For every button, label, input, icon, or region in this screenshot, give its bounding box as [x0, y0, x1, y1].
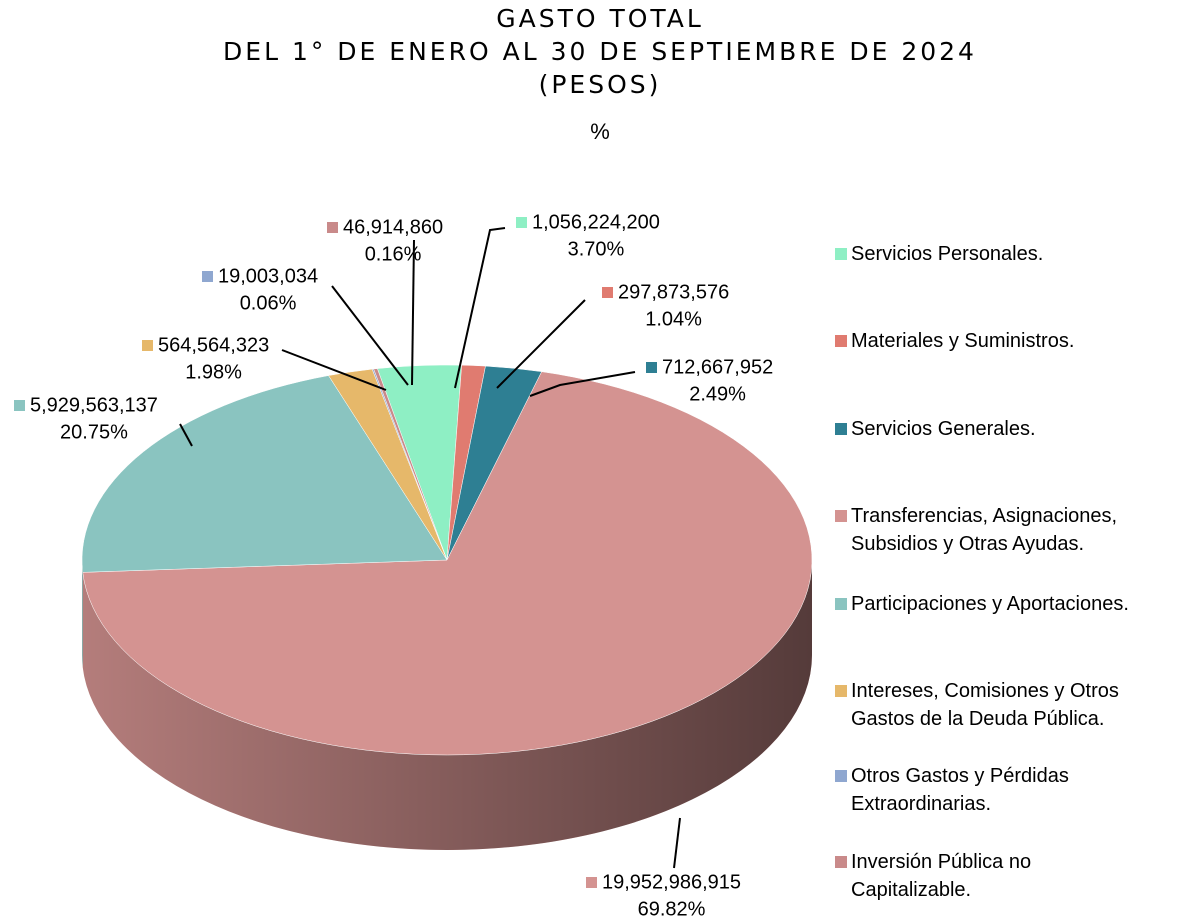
label-swatch — [327, 222, 338, 233]
pie-slice — [81, 375, 448, 573]
percent-label: 1.98% — [185, 361, 242, 383]
legend-swatch — [835, 685, 847, 697]
percent-label: 3.70% — [568, 238, 625, 260]
leader-line — [673, 817, 681, 869]
chart-subtitle: (PESOS) — [539, 70, 662, 99]
label-swatch — [602, 287, 613, 298]
data-label: 712,667,952 — [662, 356, 773, 378]
legend-item: Materiales y Suministros. — [835, 327, 1074, 355]
legend-swatch — [835, 856, 847, 868]
legend-swatch — [835, 335, 847, 347]
legend-swatch — [835, 598, 847, 610]
percent-label: 2.49% — [689, 383, 746, 405]
pie-slice — [82, 371, 813, 756]
label-swatch — [202, 271, 213, 282]
leader-line — [281, 349, 387, 391]
leader-line — [411, 239, 415, 386]
data-label: 19,003,034 — [218, 265, 318, 287]
label-swatch — [516, 217, 527, 228]
legend-label: Participaciones y Aportaciones. — [851, 593, 1129, 615]
data-label: 5,929,563,137 — [30, 394, 158, 416]
legend-swatch — [835, 248, 847, 260]
legend-item: Servicios Personales. — [835, 240, 1043, 268]
data-label: 297,873,576 — [618, 281, 729, 303]
legend-label: Materiales y Suministros. — [851, 330, 1075, 352]
legend-swatch — [835, 510, 847, 522]
label-swatch — [142, 340, 153, 351]
data-label: 19,952,986,915 — [602, 871, 741, 893]
label-swatch — [646, 362, 657, 373]
leader-line — [496, 299, 586, 389]
leader-line — [331, 285, 409, 386]
legend-label: Inversión Pública no Capitalizable. — [851, 851, 1032, 901]
percent-label: 69.82% — [638, 898, 706, 920]
legend-item: Participaciones y Aportaciones. — [835, 590, 1129, 618]
label-swatch — [14, 400, 25, 411]
chart-subtitle: % — [590, 119, 610, 144]
leader-line — [529, 371, 636, 397]
legend-swatch — [835, 423, 847, 435]
legend-label: Servicios Generales. — [851, 418, 1036, 440]
data-label: 564,564,323 — [158, 334, 269, 356]
legend-item: Servicios Generales. — [835, 415, 1036, 443]
percent-label: 0.06% — [240, 292, 297, 314]
legend-item: Transferencias, Asignaciones, Subsidios … — [835, 502, 1117, 558]
data-label: 1,056,224,200 — [532, 211, 660, 233]
percent-label: 0.16% — [365, 243, 422, 265]
legend-label: Transferencias, Asignaciones, Subsidios … — [851, 505, 1118, 555]
legend-swatch — [835, 770, 847, 782]
percent-label: 1.04% — [645, 308, 702, 330]
leader-line — [454, 227, 506, 389]
pie-slice — [373, 368, 448, 561]
legend-label: Servicios Personales. — [851, 243, 1044, 265]
data-label: 46,914,860 — [343, 216, 443, 238]
percent-label: 20.75% — [60, 421, 128, 443]
legend-item: Inversión Pública no Capitalizable. — [835, 848, 1031, 904]
legend-item: Otros Gastos y Pérdidas Extraordinarias. — [835, 762, 1069, 818]
legend-item: Intereses, Comisiones y Otros Gastos de … — [835, 677, 1119, 733]
label-swatch — [586, 877, 597, 888]
legend-label: Otros Gastos y Pérdidas Extraordinarias. — [851, 765, 1069, 815]
chart-title: DEL 1° DE ENERO AL 30 DE SEPTIEMBRE DE 2… — [223, 37, 977, 66]
leader-line — [179, 423, 193, 447]
legend-label: Intereses, Comisiones y Otros Gastos de … — [851, 680, 1119, 730]
side-shading — [82, 560, 812, 850]
chart-title: GASTO TOTAL — [496, 4, 704, 33]
